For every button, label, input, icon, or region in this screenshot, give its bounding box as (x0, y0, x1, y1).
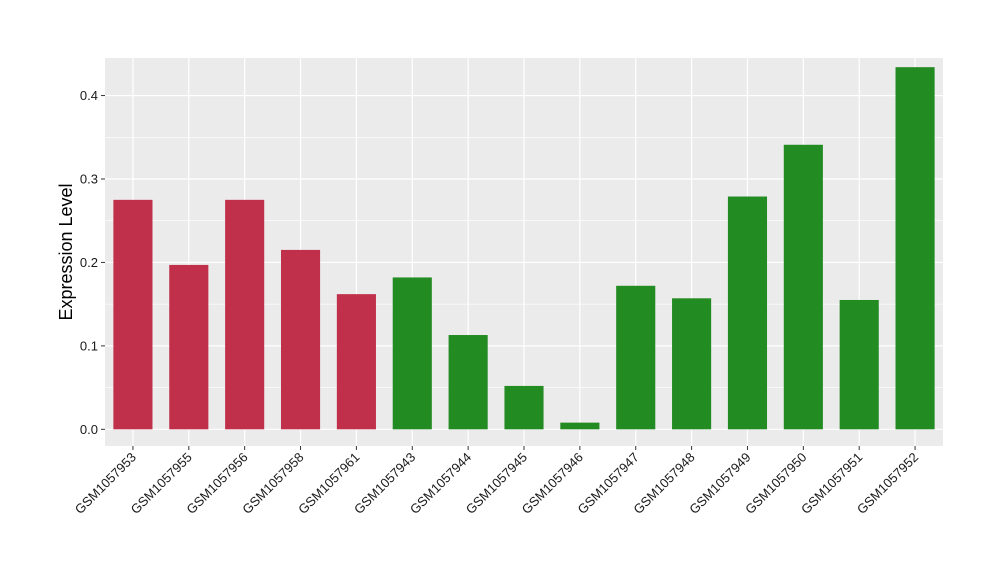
y-tick-label: 0.1 (80, 338, 98, 353)
bar-GSM1057953 (113, 199, 153, 430)
bar-GSM1057948 (672, 298, 712, 430)
bar-GSM1057949 (727, 196, 768, 430)
bar-GSM1057945 (504, 385, 544, 430)
y-tick-label: 0.0 (80, 422, 98, 437)
bar-GSM1057955 (169, 264, 209, 430)
y-tick-label: 0.3 (80, 171, 98, 186)
y-tick-label: 0.4 (80, 88, 98, 103)
bar-GSM1057944 (448, 335, 488, 430)
bar-GSM1057947 (616, 285, 656, 430)
bar-GSM1057952 (895, 67, 935, 430)
bar-GSM1057943 (392, 277, 432, 430)
bar-GSM1057950 (783, 144, 823, 430)
bar-GSM1057961 (336, 294, 376, 430)
y-axis-ticks: 0.0 0.1 0.2 0.3 0.4 (80, 88, 105, 437)
x-axis-ticks: GSM1057953GSM1057955GSM1057956GSM1057958… (72, 446, 921, 517)
bar-GSM1057946 (560, 422, 600, 430)
bars (113, 67, 935, 430)
bar-GSM1057958 (280, 249, 321, 430)
y-tick-label: 0.2 (80, 255, 98, 270)
y-axis-title: Expression Level (56, 183, 76, 320)
bar-GSM1057956 (225, 199, 265, 430)
bar-GSM1057951 (839, 299, 879, 430)
